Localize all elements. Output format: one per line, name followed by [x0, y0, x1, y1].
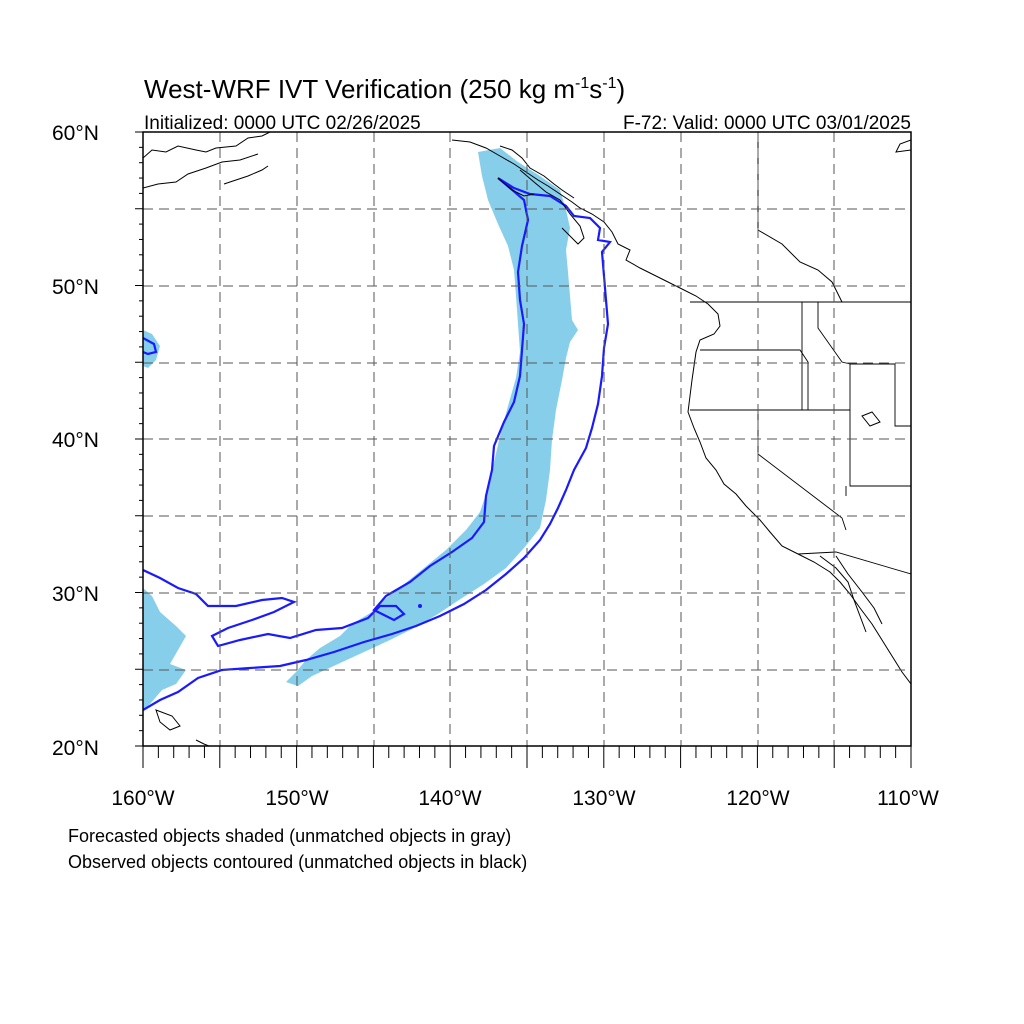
figure-title: West-WRF IVT Verification (250 kg m-1s-1…: [144, 74, 625, 104]
forecast-ivt-object-west: [143, 588, 186, 710]
forecast-ivt-object: [286, 148, 578, 686]
lon-label-140w: 140°W: [418, 787, 481, 810]
lat-label-40n: 40°N: [52, 429, 99, 452]
forecast-ivt-object-northwest: [143, 330, 160, 368]
lon-label-130w: 130°W: [572, 787, 635, 810]
lon-label-110w: 110°W: [877, 787, 939, 810]
lon-label-150w: 150°W: [265, 787, 328, 810]
map-plot-area: [143, 132, 911, 746]
lat-label-50n: 50°N: [52, 276, 99, 299]
state-boundaries: [690, 301, 911, 575]
observed-ivt-dot: [418, 604, 422, 608]
lat-labels: 60°N 50°N 40°N 30°N 20°N: [52, 122, 99, 760]
valid-time-label: F-72: Valid: 0000 UTC 03/01/2025: [623, 113, 911, 134]
lat-label-60n: 60°N: [52, 122, 99, 145]
legend-observed-note: Observed objects contoured (unmatched ob…: [68, 852, 528, 872]
legend-forecast-note: Forecasted objects shaded (unmatched obj…: [68, 826, 512, 846]
init-time-label: Initialized: 0000 UTC 02/26/2025: [144, 113, 421, 134]
lon-labels: 160°W 150°W 140°W 130°W 120°W 110°W: [111, 787, 939, 810]
axis-ticks: [135, 131, 912, 768]
lon-label-120w: 120°W: [726, 787, 789, 810]
lon-label-160w: 160°W: [111, 787, 174, 810]
lat-label-20n: 20°N: [52, 737, 99, 760]
lat-lon-grid: [143, 132, 911, 746]
lat-label-30n: 30°N: [52, 583, 99, 606]
